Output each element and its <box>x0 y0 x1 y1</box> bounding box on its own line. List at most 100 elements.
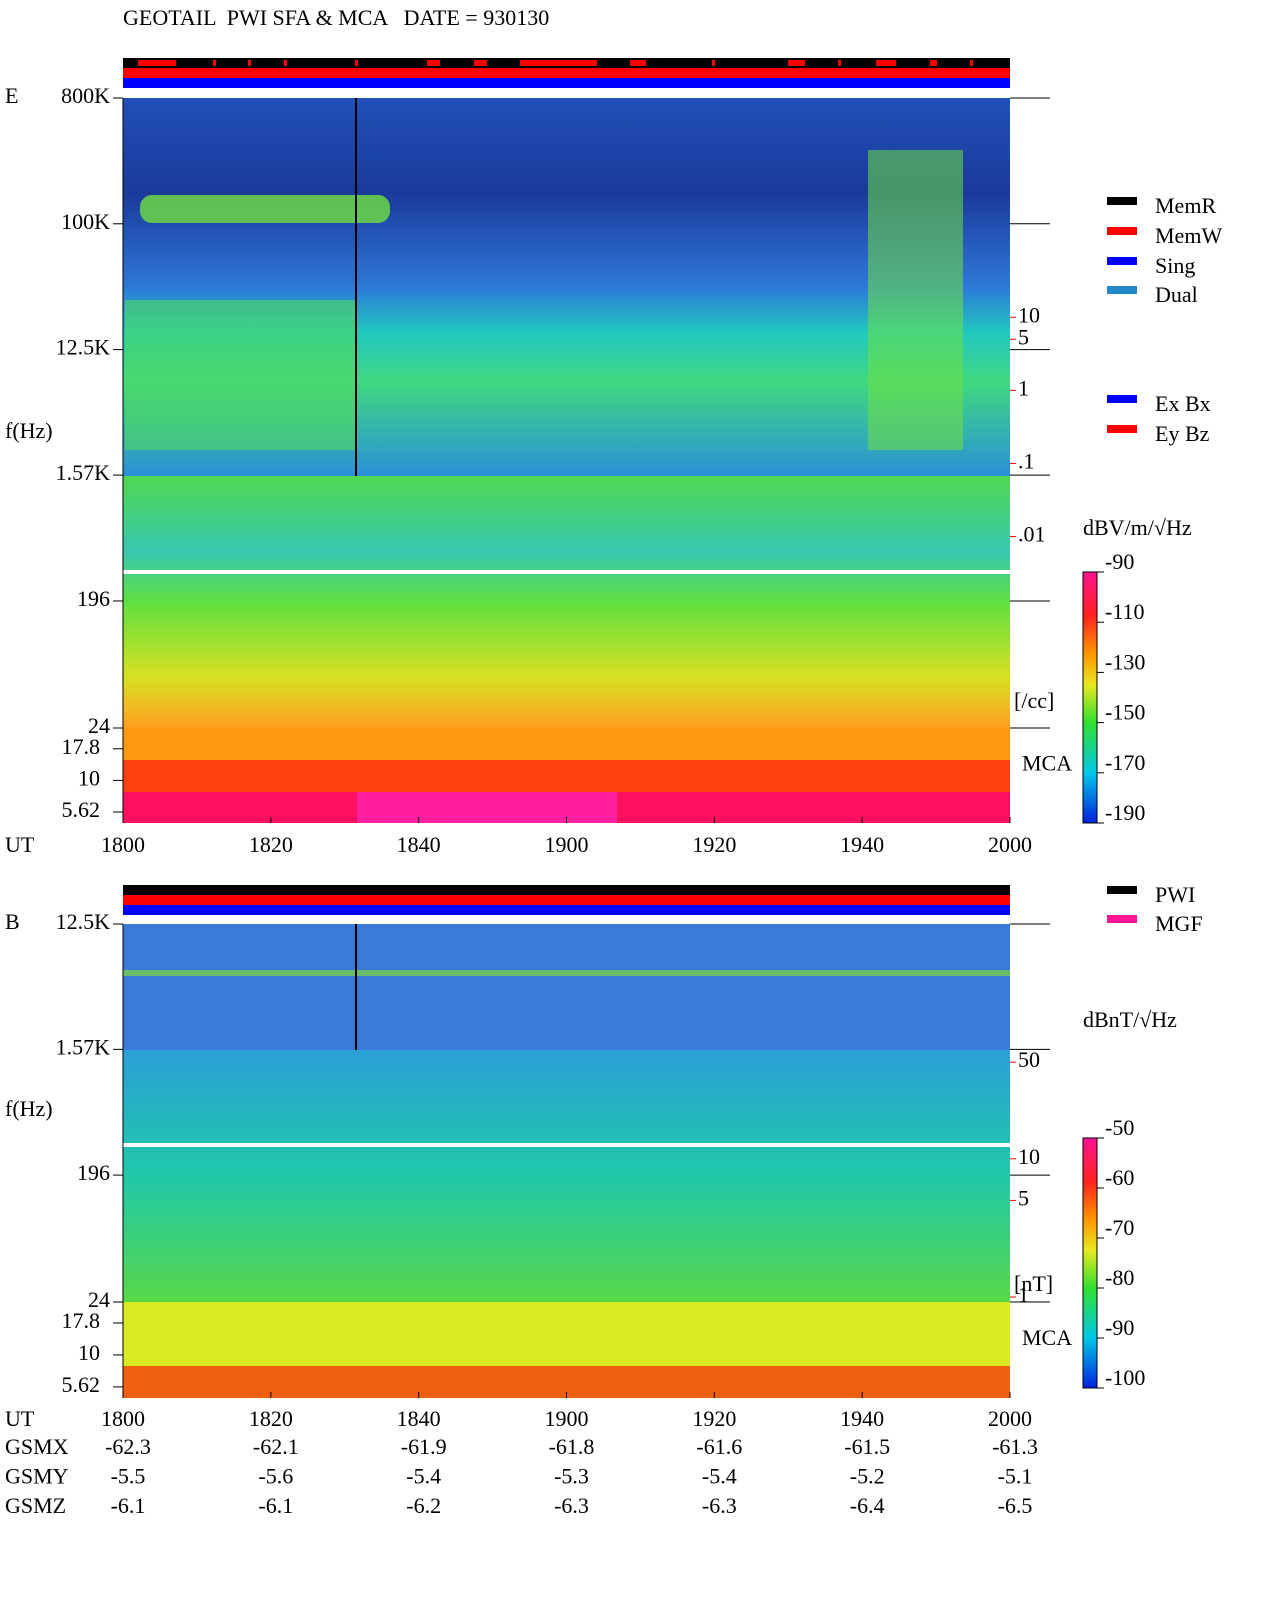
legend-swatch <box>1107 886 1137 894</box>
colorbar-tick-label: -110 <box>1105 599 1145 624</box>
colorbar-tick-label: -170 <box>1105 750 1145 775</box>
status-segment <box>284 60 287 66</box>
colorbar-tick-label: -100 <box>1105 1365 1145 1390</box>
status-segment <box>355 60 358 66</box>
status-bar <box>123 895 1010 905</box>
colorbar-tick-label: -70 <box>1105 1215 1134 1240</box>
colorbar-tick-label: -190 <box>1105 800 1145 825</box>
colorbar <box>1082 571 1098 824</box>
orbit-value: -6.2 <box>406 1493 441 1518</box>
status-segment <box>712 60 715 66</box>
spectrogram-high <box>123 924 1010 1050</box>
y2-tick-label: 10 <box>1018 302 1040 327</box>
legend-label: MGF <box>1155 911 1203 936</box>
mca-tick-label: 5.62 <box>62 1372 101 1397</box>
colorbar-tick-label: -90 <box>1105 549 1134 574</box>
mca-tick-label: 10 <box>78 1340 100 1365</box>
status-segment <box>930 60 937 66</box>
x-tick-label: 1820 <box>249 1406 293 1431</box>
orbit-value: -62.3 <box>105 1434 151 1459</box>
orbit-value: -61.8 <box>549 1434 595 1459</box>
status-segment <box>876 60 896 66</box>
emission <box>140 195 390 223</box>
status-bar <box>123 68 1010 78</box>
colorbar-label: dBnT/√Hz <box>1083 1007 1177 1032</box>
mca-tick-label: 5.62 <box>62 797 101 822</box>
y2-tick-label: 10 <box>1018 1144 1040 1169</box>
y-tick-label: 196 <box>77 586 110 611</box>
colorbar-label: dBV/m/√Hz <box>1083 515 1192 540</box>
y-tick-label: 800K <box>61 83 110 108</box>
orbit-value: -5.5 <box>111 1464 146 1489</box>
y-tick-label: 1.57K <box>56 460 111 485</box>
y2-axis-label: [/cc] <box>1014 688 1054 713</box>
mca-tick-label: 10 <box>78 765 100 790</box>
legend-label: Dual <box>1155 282 1198 307</box>
colorbar-tick-label: -150 <box>1105 700 1145 725</box>
status-segment <box>788 60 805 66</box>
y-tick-label: 24 <box>88 713 110 738</box>
legend-swatch <box>1107 425 1137 433</box>
spectrogram-low <box>123 1050 1010 1302</box>
panel-label: B <box>5 909 20 934</box>
y-tick-label: 12.5K <box>56 909 111 934</box>
legend-label: Ey Bz <box>1155 421 1210 446</box>
legend-label: PWI <box>1155 882 1195 907</box>
orbit-value: -6.3 <box>554 1493 589 1518</box>
title: GEOTAIL PWI SFA & MCA DATE = 930130 <box>123 5 549 30</box>
x-axis-label: UT <box>5 1406 35 1431</box>
x-tick-label: 1900 <box>545 1406 589 1431</box>
legend-swatch <box>1107 227 1137 235</box>
orbit-value: -5.6 <box>258 1464 293 1489</box>
y2-axis-label: [nT] <box>1014 1271 1053 1296</box>
orbit-value: -6.3 <box>702 1493 737 1518</box>
y2-tick-label: .01 <box>1018 522 1046 547</box>
x-tick-label: 1840 <box>397 832 441 857</box>
y-tick-label: 12.5K <box>56 335 111 360</box>
y2-tick-label: .1 <box>1018 448 1035 473</box>
y-tick-label: 100K <box>61 209 110 234</box>
x-tick-label: 1940 <box>840 1406 884 1431</box>
legend-label: MemW <box>1155 223 1222 248</box>
x-tick-label: 1800 <box>101 1406 145 1431</box>
legend-swatch <box>1107 286 1137 294</box>
status-bar <box>123 905 1010 915</box>
status-bar <box>123 885 1010 895</box>
colorbar-tick-label: -50 <box>1105 1115 1134 1140</box>
status-bar <box>123 78 1010 88</box>
orbit-value: -5.4 <box>702 1464 737 1489</box>
orbit-value: -6.5 <box>998 1493 1033 1518</box>
y-tick-label: 24 <box>88 1287 110 1312</box>
mca-tick-label: 17.8 <box>62 1308 101 1333</box>
x-tick-label: 1900 <box>545 832 589 857</box>
x-tick-label: 1800 <box>101 832 145 857</box>
emission <box>125 300 355 450</box>
y-axis-label: f(Hz) <box>5 1096 53 1121</box>
emission <box>868 150 963 450</box>
orbit-value: -61.5 <box>844 1434 890 1459</box>
orbit-value: -5.3 <box>554 1464 589 1489</box>
colorbar-tick-label: -80 <box>1105 1265 1134 1290</box>
legend-label: Ex Bx <box>1155 391 1211 416</box>
y2-tick-label: 5 <box>1018 1185 1029 1210</box>
legend-label: MemR <box>1155 193 1216 218</box>
y-tick-label: 196 <box>77 1160 110 1185</box>
spectrogram-low <box>123 476 1010 728</box>
mca-band <box>123 728 1010 760</box>
orbit-label: GSMZ <box>5 1493 66 1518</box>
x-tick-label: 1920 <box>692 1406 736 1431</box>
status-segment <box>970 60 973 66</box>
mca-tick-label: 17.8 <box>62 734 101 759</box>
orbit-value: -61.9 <box>401 1434 447 1459</box>
y2-tick-label: 1 <box>1018 375 1029 400</box>
orbit-value: -5.2 <box>850 1464 885 1489</box>
orbit-value: -6.1 <box>258 1493 293 1518</box>
y2-tick-label: 5 <box>1018 324 1029 349</box>
x-tick-label: 2000 <box>988 1406 1032 1431</box>
orbit-value: -6.4 <box>850 1493 885 1518</box>
status-segment <box>838 60 841 66</box>
legend-swatch <box>1107 257 1137 265</box>
y2-tick-label: 50 <box>1018 1047 1040 1072</box>
x-axis-label: UT <box>5 832 35 857</box>
